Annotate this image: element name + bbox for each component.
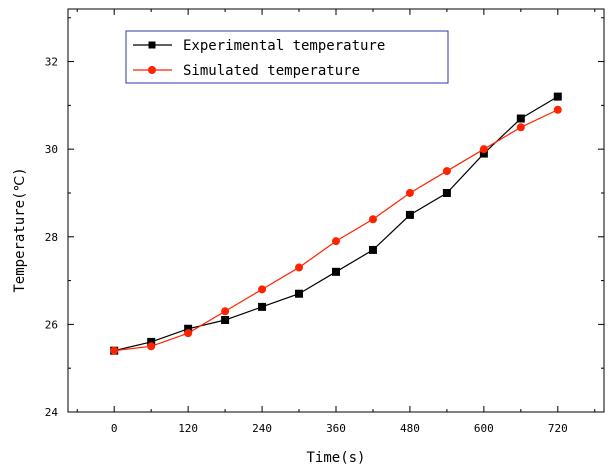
y-tick-label: 24: [45, 406, 59, 419]
data-point-simulated: [442, 167, 451, 176]
x-tick-label: 600: [474, 422, 494, 435]
data-point-simulated: [405, 188, 414, 197]
x-tick-label: 360: [326, 422, 346, 435]
series-layer: [110, 92, 562, 355]
data-point-experimental: [221, 316, 230, 325]
data-point-experimental: [258, 302, 267, 311]
x-tick-label: 240: [252, 422, 272, 435]
data-point-experimental: [479, 149, 488, 158]
data-point-experimental: [147, 337, 156, 346]
data-point-simulated: [516, 123, 525, 132]
data-point-simulated: [295, 263, 304, 272]
legend-marker-experimental: [148, 41, 156, 49]
data-point-simulated: [368, 215, 377, 224]
data-point-simulated: [147, 342, 156, 351]
y-tick-label: 28: [45, 231, 58, 244]
x-axis-title: Time(s): [306, 450, 365, 466]
data-point-experimental: [516, 114, 525, 123]
series-line-experimental: [114, 96, 559, 352]
x-tick-label: 0: [111, 422, 118, 435]
data-point-simulated: [110, 346, 119, 355]
data-point-experimental: [295, 289, 304, 298]
data-point-experimental: [553, 92, 562, 101]
data-point-simulated: [553, 105, 562, 114]
data-point-simulated: [332, 237, 340, 246]
axis-ticks: [68, 9, 604, 413]
data-point-simulated: [479, 145, 488, 154]
legend-box: [125, 30, 449, 84]
y-tick-label: 30: [45, 143, 58, 156]
data-point-experimental: [184, 324, 193, 333]
y-tick-label: 26: [45, 318, 58, 331]
data-point-experimental: [368, 245, 377, 254]
data-point-experimental: [405, 210, 414, 219]
x-tick-label: 480: [400, 422, 420, 435]
legend: Experimental temperature Simulated tempe…: [125, 30, 449, 84]
series-simulated: [110, 105, 562, 355]
legend-label-simulated: Simulated temperature: [183, 63, 360, 79]
legend-marker-simulated: [148, 66, 156, 74]
data-point-simulated: [221, 307, 230, 316]
x-tick-label: 120: [178, 422, 198, 435]
data-point-experimental: [332, 267, 340, 276]
series-experimental: [110, 92, 562, 355]
legend-label-experimental: Experimental temperature: [183, 38, 385, 54]
data-point-experimental: [442, 188, 451, 197]
data-point-simulated: [258, 285, 267, 294]
axis-tick-labels: 0 120 240 360 480 600 720 24 26 28 30 32: [45, 56, 568, 435]
y-axis-title: Temperature(℃): [12, 167, 28, 292]
y-tick-label: 32: [45, 56, 58, 69]
x-tick-label: 720: [548, 422, 568, 435]
data-point-simulated: [184, 329, 193, 338]
